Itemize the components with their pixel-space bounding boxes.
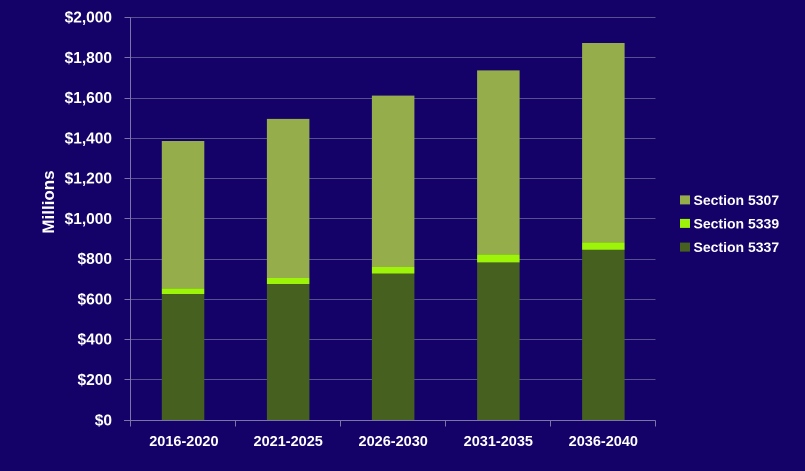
svg-text:2026-2030: 2026-2030 xyxy=(359,434,428,450)
svg-text:2016-2020: 2016-2020 xyxy=(149,434,218,450)
svg-text:$400: $400 xyxy=(78,332,112,349)
svg-text:$800: $800 xyxy=(78,251,112,268)
svg-text:$600: $600 xyxy=(78,291,112,308)
svg-text:Millions: Millions xyxy=(39,170,58,233)
svg-text:2021-2025: 2021-2025 xyxy=(254,434,323,450)
svg-text:$1,800: $1,800 xyxy=(65,50,112,67)
svg-text:$1,200: $1,200 xyxy=(65,171,112,188)
svg-text:Section 5337: Section 5337 xyxy=(694,239,780,255)
svg-text:$200: $200 xyxy=(78,372,112,389)
svg-text:$1,400: $1,400 xyxy=(65,130,112,147)
svg-text:2036-2040: 2036-2040 xyxy=(569,434,638,450)
svg-text:$2,000: $2,000 xyxy=(65,10,112,27)
svg-text:$0: $0 xyxy=(95,413,112,430)
svg-text:Section 5339: Section 5339 xyxy=(694,215,780,231)
svg-text:2031-2035: 2031-2035 xyxy=(464,434,533,450)
svg-text:Section 5307: Section 5307 xyxy=(694,192,780,208)
svg-text:$1,600: $1,600 xyxy=(65,90,112,107)
svg-text:$1,000: $1,000 xyxy=(65,211,112,228)
